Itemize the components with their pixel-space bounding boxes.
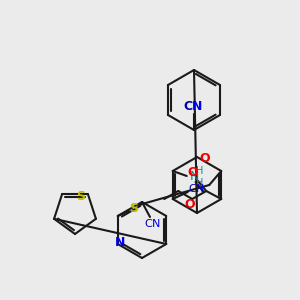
Text: C: C <box>188 184 196 194</box>
Text: S: S <box>129 202 138 214</box>
Text: O: O <box>187 167 198 179</box>
Text: O: O <box>184 199 195 212</box>
Text: N: N <box>190 170 200 184</box>
Text: N: N <box>152 219 160 229</box>
Text: N: N <box>196 184 204 194</box>
Text: N: N <box>192 100 202 113</box>
Text: H: H <box>196 166 203 176</box>
Text: C: C <box>144 219 152 229</box>
Text: O: O <box>200 152 210 166</box>
Text: C: C <box>183 100 193 113</box>
Text: H: H <box>196 178 203 188</box>
Text: S: S <box>76 190 85 203</box>
Text: N: N <box>115 236 125 250</box>
